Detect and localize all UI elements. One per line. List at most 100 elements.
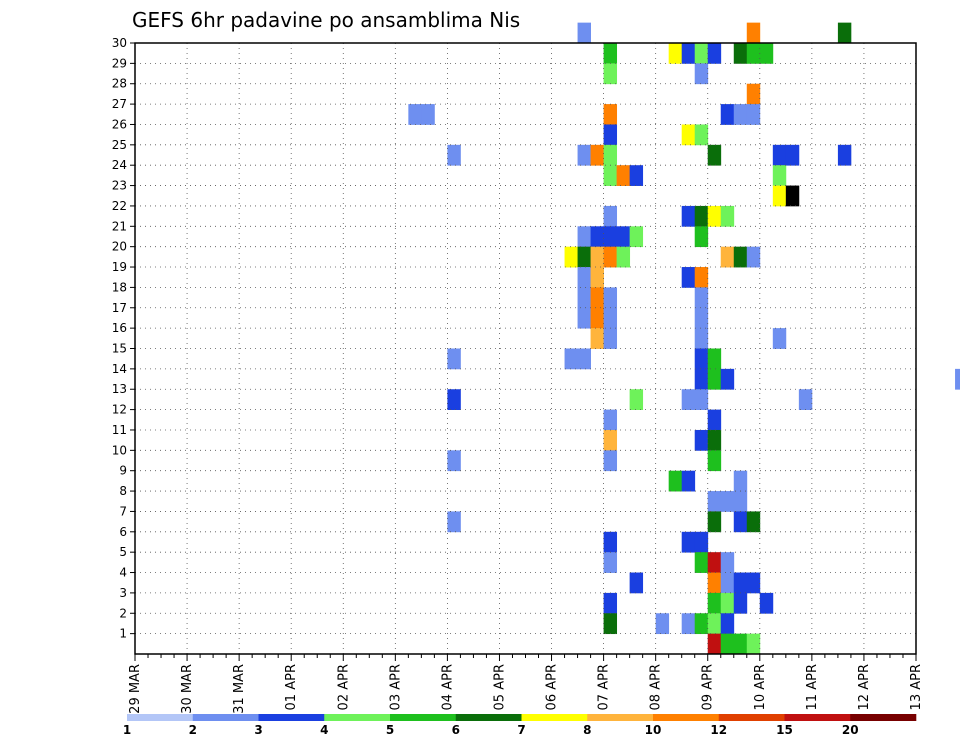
y-tick-label: 22	[112, 199, 127, 213]
heatmap-cell	[694, 226, 709, 248]
heatmap-cell	[603, 287, 618, 309]
heatmap-cell	[733, 633, 748, 655]
x-tick-label: 06 APR	[545, 664, 560, 710]
heatmap-cell	[785, 144, 800, 166]
y-tick-label: 3	[119, 586, 127, 600]
heatmap-cell	[720, 368, 735, 390]
heatmap-cell	[447, 511, 461, 533]
heatmap-cell	[681, 531, 696, 553]
heatmap-cell	[447, 389, 461, 410]
heatmap-cell	[603, 613, 618, 635]
heatmap-cell	[590, 144, 604, 166]
heatmap-cell	[616, 246, 631, 268]
legend-label: 8	[583, 723, 591, 737]
heatmap-cell	[707, 144, 722, 166]
heatmap-cell	[694, 43, 709, 64]
heatmap-cell	[655, 613, 670, 635]
y-tick-label: 14	[112, 362, 127, 376]
legend-swatch	[390, 714, 457, 721]
y-tick-label: 30	[112, 36, 127, 50]
legend-swatch	[587, 714, 654, 721]
heatmap-cell	[733, 511, 748, 533]
x-tick-label: 05 APR	[492, 664, 507, 710]
heatmap-cell	[447, 450, 461, 472]
heatmap-cell	[603, 307, 618, 329]
heatmap-cell	[603, 124, 618, 146]
x-tick-label: 02 APR	[336, 664, 351, 710]
heatmap-cell	[447, 144, 461, 166]
heatmap-cell	[707, 450, 722, 472]
heatmap-cell	[707, 348, 722, 370]
heatmap-cell	[720, 633, 735, 655]
heatmap-cell	[720, 104, 735, 125]
heatmap-cell	[590, 307, 604, 329]
heatmap-cell	[577, 226, 591, 248]
heatmap-cell	[694, 389, 709, 410]
heatmap-cell	[733, 246, 748, 268]
y-tick-label: 19	[112, 260, 127, 274]
heatmap-cell	[720, 572, 735, 594]
heatmap-cell	[603, 246, 618, 268]
heatmap-cell	[577, 307, 591, 329]
heatmap-cell	[590, 287, 604, 309]
heatmap-cell	[746, 246, 761, 268]
heatmap-cell	[772, 328, 787, 349]
heatmap-cell	[798, 389, 813, 410]
y-tick-label: 25	[112, 138, 127, 152]
heatmap-cell	[707, 205, 722, 227]
heatmap-cell	[746, 511, 761, 533]
y-tick-label: 26	[112, 117, 127, 131]
y-tick-label: 4	[119, 566, 127, 580]
heatmap-cell	[746, 104, 761, 125]
heatmap-cell	[408, 104, 422, 125]
chart-title: GEFS 6hr padavine po ansamblima Nis	[132, 8, 520, 32]
heatmap-cell	[694, 552, 709, 573]
heatmap-cell	[603, 144, 618, 166]
heatmap-cell	[681, 124, 696, 146]
heatmap-cell	[603, 429, 618, 451]
heatmap-cell	[720, 613, 735, 635]
heatmap-cell	[694, 267, 709, 288]
heatmap-cell	[707, 552, 722, 573]
heatmap-cell	[681, 43, 696, 64]
y-tick-label: 2	[119, 606, 127, 620]
heatmap-cell	[746, 22, 761, 44]
legend-swatch	[653, 714, 720, 721]
legend-label: 10	[645, 723, 662, 737]
heatmap-cell	[603, 226, 618, 248]
heatmap-cell	[707, 572, 722, 594]
heatmap-cell	[746, 572, 761, 594]
x-tick-label: 10 APR	[753, 664, 768, 710]
x-tick-label: 13 APR	[909, 664, 924, 710]
legend-swatch	[192, 714, 259, 721]
heatmap-cell	[421, 104, 435, 125]
x-tick-label: 03 APR	[388, 664, 403, 710]
x-tick-label: 12 APR	[857, 664, 872, 710]
heatmap-cell	[720, 205, 735, 227]
heatmap-cell	[837, 144, 852, 166]
y-tick-label: 24	[112, 158, 127, 172]
heatmap-cell	[720, 552, 735, 573]
y-tick-label: 23	[112, 179, 127, 193]
y-tick-label: 7	[119, 504, 127, 518]
y-tick-label: 13	[112, 382, 127, 396]
heatmap-cell	[694, 124, 709, 146]
legend-swatch	[850, 714, 917, 721]
x-tick-label: 08 APR	[649, 664, 664, 710]
heatmap-cell	[577, 287, 591, 309]
heatmap-cell	[694, 63, 709, 85]
y-tick-label: 6	[119, 525, 127, 539]
heatmap-cell	[720, 592, 735, 614]
heatmap-cell	[603, 450, 618, 472]
heatmap-cell	[577, 22, 591, 44]
heatmap-cell	[772, 185, 787, 207]
heatmap-cell	[772, 165, 787, 186]
x-tick-label: 09 APR	[701, 664, 716, 710]
legend-label: 4	[320, 723, 328, 737]
legend-label: 1	[123, 723, 131, 737]
heatmap-cell	[707, 409, 722, 431]
heatmap-cell	[733, 470, 748, 492]
heatmap-cell	[694, 368, 709, 390]
heatmap-cell	[733, 491, 748, 512]
